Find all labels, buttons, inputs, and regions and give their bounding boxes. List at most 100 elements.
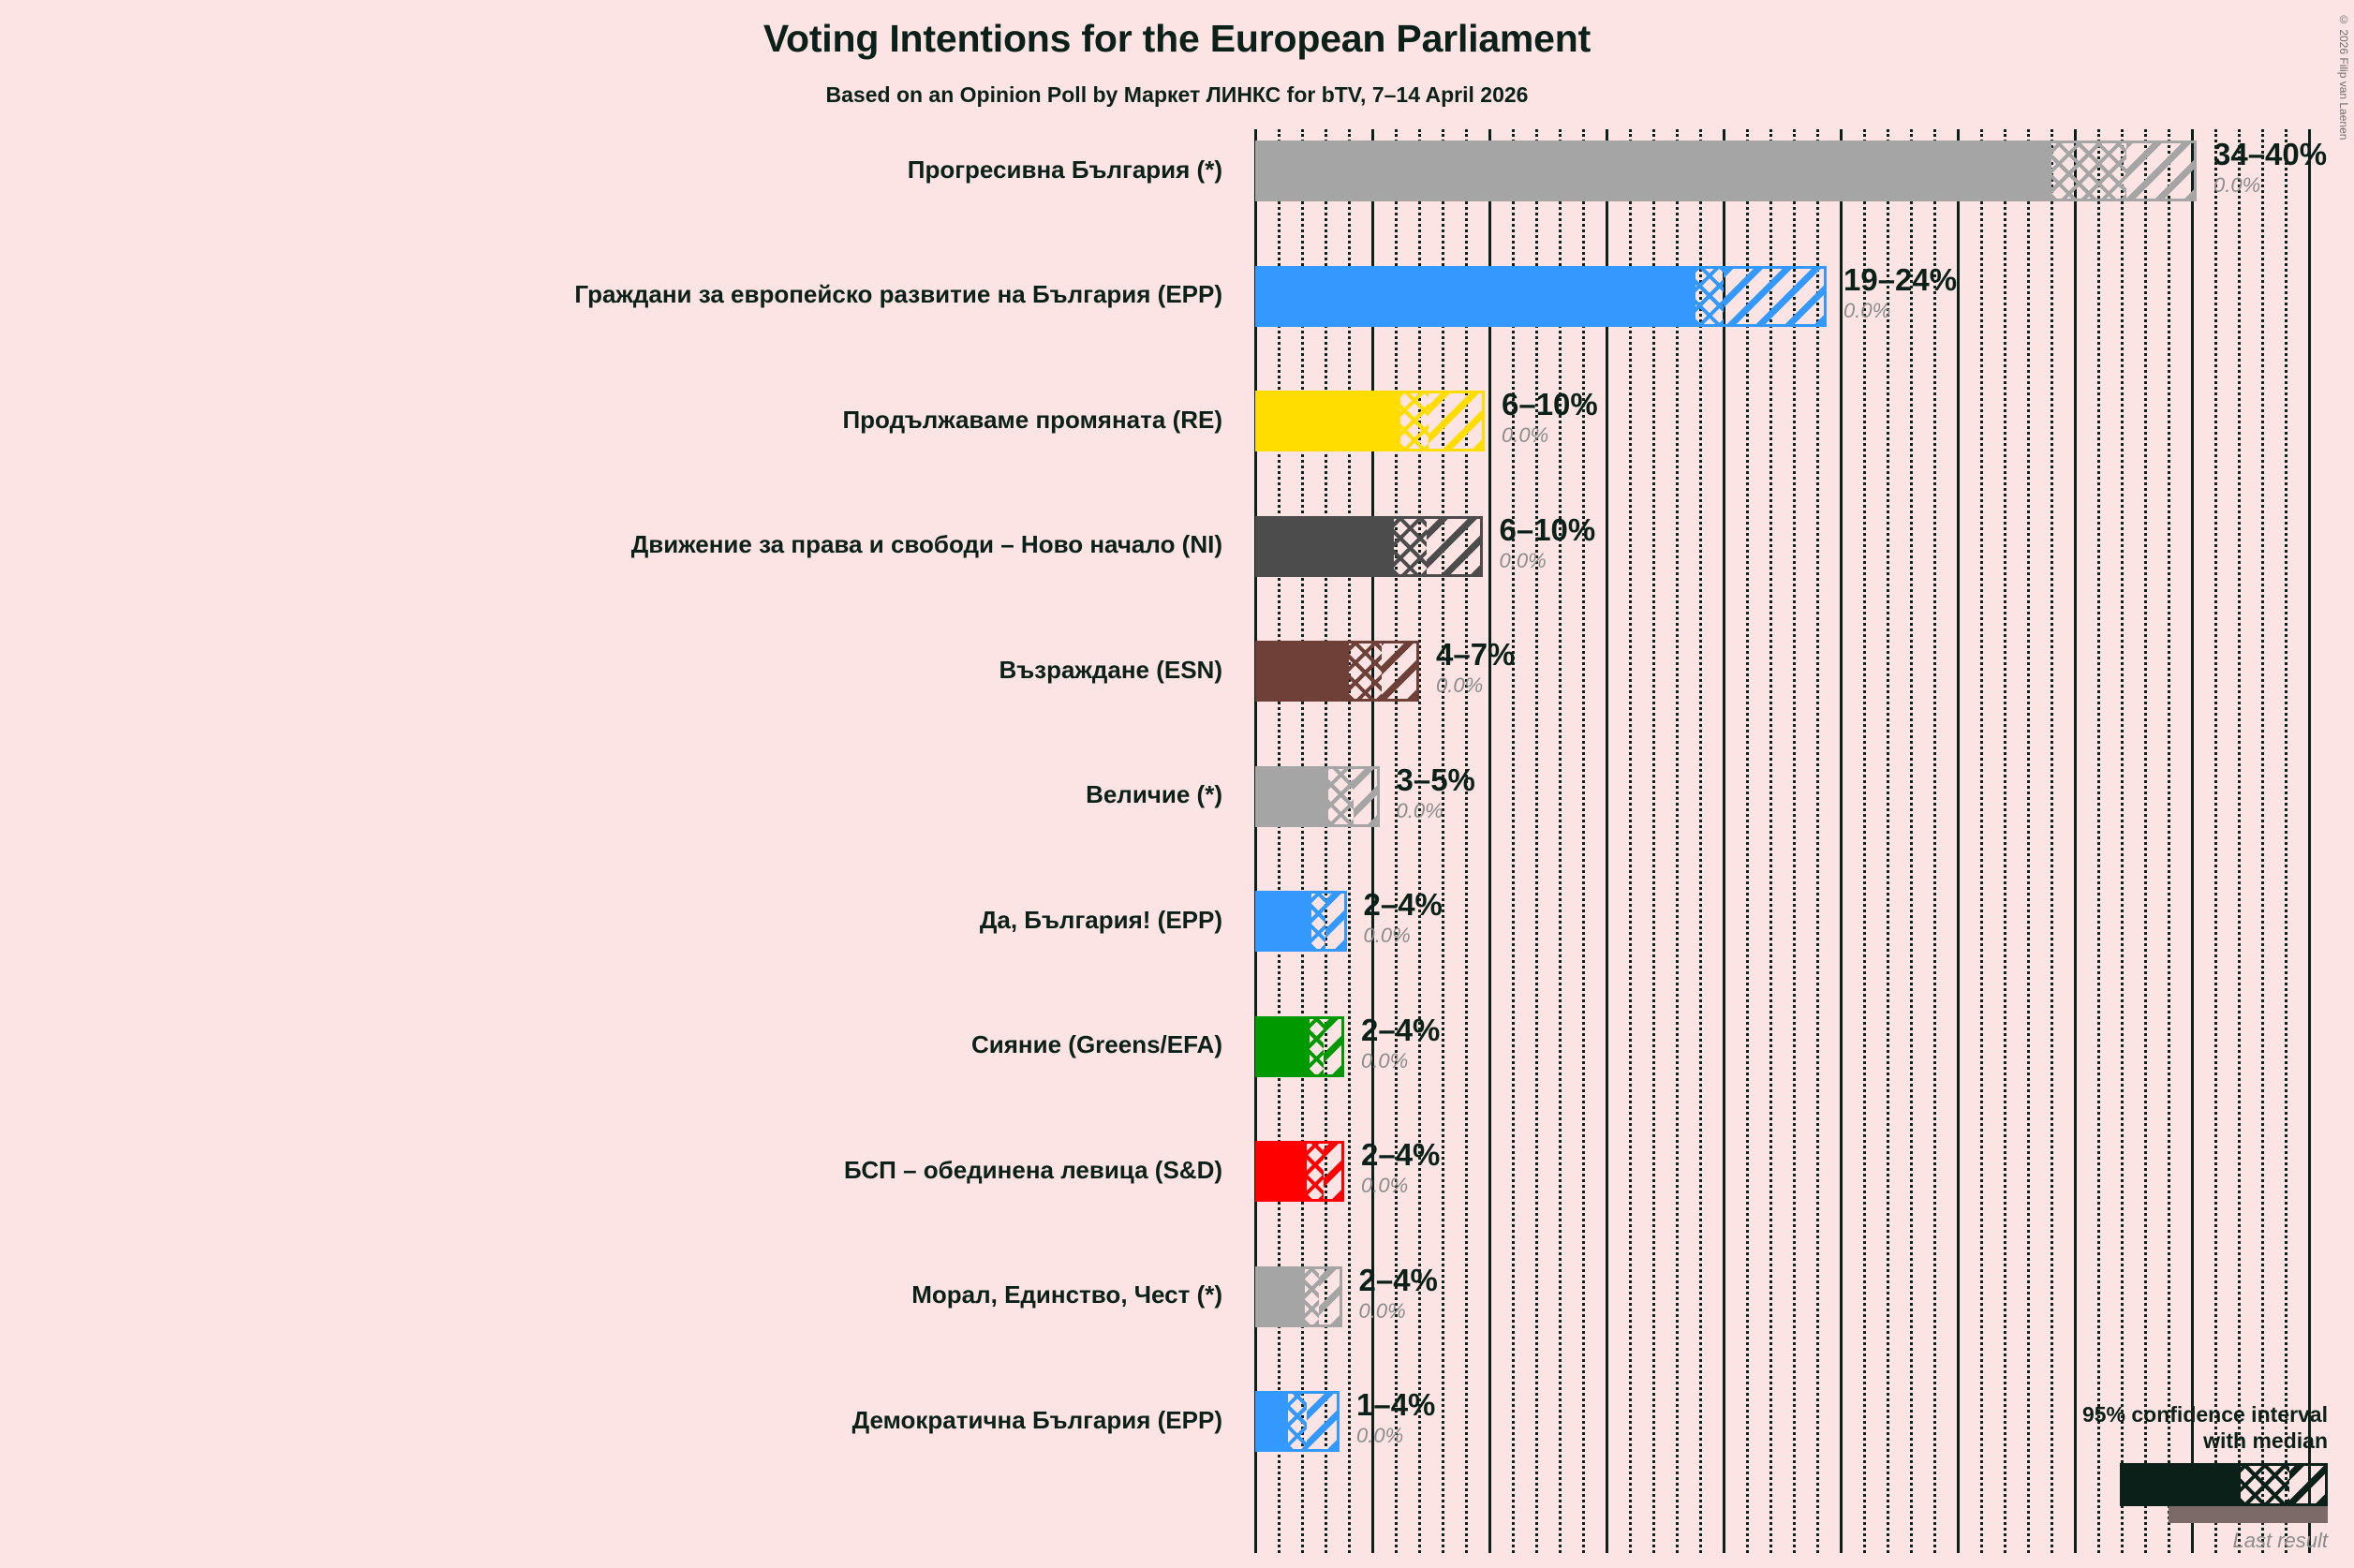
bar-segment-to-median — [1695, 268, 1724, 324]
gridline-minor — [1910, 129, 1913, 1553]
bar-segment-lower-bound — [1258, 143, 2051, 199]
gridline-minor — [2027, 129, 2030, 1553]
gridline-minor — [1582, 129, 1585, 1553]
bar-segment-to-median — [1327, 768, 1354, 824]
bar-segment-to-median — [1288, 1394, 1307, 1449]
last-result-value: 0.0% — [1843, 298, 1891, 322]
legend-interval-bar — [2120, 1463, 2328, 1506]
gridline-minor — [1465, 129, 1468, 1553]
gridline-major — [1957, 129, 1960, 1553]
bar-segment-upper-bound — [1429, 393, 1482, 449]
confidence-interval-value: 1–4% — [1356, 1387, 1436, 1422]
confidence-interval-bar — [1255, 891, 1347, 952]
gridline-minor — [1442, 129, 1444, 1553]
last-result-value: 0.0% — [1361, 1174, 1409, 1197]
gridline-minor — [2004, 129, 2006, 1553]
legend-title-line1: 95% confidence interval — [2081, 1401, 2328, 1427]
value-labels: 2–4% 0.0% — [1359, 1265, 1438, 1322]
gridline-minor — [2121, 129, 2124, 1553]
bar-segment-to-median — [1400, 393, 1429, 449]
bar-segment-lower-bound — [1258, 1268, 1305, 1324]
gridline-major — [2074, 129, 2077, 1553]
bar-segment-to-median — [1349, 643, 1382, 699]
bar-segment-upper-bound — [1724, 268, 1824, 324]
chart-subtitle: Based on an Opinion Poll by Маркет ЛИНКС… — [825, 82, 1529, 107]
legend-title-line2: with median — [2203, 1427, 2328, 1453]
confidence-interval-bar — [1255, 391, 1485, 451]
confidence-interval-value: 19–24% — [1843, 261, 1958, 297]
bar-segment-lower-bound — [1258, 1394, 1288, 1449]
party-label: Сияние (Greens/EFA) — [970, 1030, 1222, 1058]
bar-segment-upper-bound — [2126, 143, 2194, 199]
gridline-major — [1254, 129, 1257, 1553]
confidence-interval-value: 2–4% — [1361, 1012, 1441, 1047]
bar-segment-upper-bound — [1323, 1018, 1341, 1074]
confidence-interval-bar — [1255, 1141, 1344, 1202]
bar-segment-lower-bound — [1258, 1018, 1310, 1074]
gridline-minor — [1816, 129, 1819, 1553]
bar-segment-lower-bound — [1258, 518, 1394, 574]
legend-last-result-label: Last result — [2232, 1529, 2329, 1552]
last-result-value: 0.0% — [1436, 673, 1484, 697]
last-result-value: 0.0% — [1502, 423, 1549, 447]
value-labels: 2–4% 0.0% — [1361, 1139, 1440, 1196]
page-title: Voting Intentions for the European Parli… — [762, 17, 1592, 60]
bar-segment-upper-bound — [1354, 768, 1377, 824]
gridline-minor — [1559, 129, 1562, 1553]
party-label: Да, България! (EPP) — [979, 905, 1222, 934]
last-result-value: 0.0% — [1363, 924, 1411, 947]
value-labels: 6–10% 0.0% — [1500, 514, 1596, 571]
last-result-value: 0.0% — [1499, 548, 1547, 572]
gridline-minor — [1395, 129, 1398, 1553]
bar-row: Движение за права и свободи – Ново начал… — [631, 514, 2323, 577]
confidence-interval-value: 2–4% — [1361, 1137, 1441, 1172]
party-label: Граждани за европейско развитие на Бълга… — [574, 280, 1222, 308]
legend: 95% confidence interval with median Last… — [1991, 1401, 2328, 1553]
confidence-interval-bar — [1255, 515, 1483, 577]
gridline-minor — [2261, 129, 2264, 1553]
gridline-minor — [1933, 129, 1936, 1553]
value-labels: 2–4% 0.0% — [1364, 889, 1443, 946]
bar-segment-upper-bound — [1318, 1268, 1340, 1324]
copyright-notice: © 2026 Filip van Laenen — [2337, 13, 2350, 141]
gridline-major — [1840, 129, 1843, 1553]
confidence-interval-bar — [1255, 765, 1380, 827]
party-label: Движение за права и свободи – Ново начал… — [630, 530, 1222, 558]
bar-segment-to-median — [1393, 518, 1427, 574]
value-labels: 4–7% 0.0% — [1436, 639, 1515, 696]
bar-row: Демократична България (EPP) 1–4% 0.0% — [852, 1389, 2323, 1452]
value-labels: 1–4% 0.0% — [1356, 1389, 1435, 1446]
party-label: Демократична България (EPP) — [851, 1405, 1222, 1434]
party-label: Величие (*) — [1086, 780, 1222, 808]
gridline-minor — [1746, 129, 1749, 1553]
gridline-minor — [1652, 129, 1655, 1553]
bar-segment-to-median — [1311, 894, 1325, 949]
bar-segment-lower-bound — [1258, 768, 1328, 824]
gridline-minor — [1348, 129, 1351, 1553]
bar-segment-upper-bound — [1426, 518, 1480, 574]
bar-segment-upper-bound — [1323, 1144, 1341, 1199]
last-result-value: 0.0% — [1396, 798, 1443, 822]
confidence-interval-bar — [1255, 641, 1419, 702]
gridline-minor — [1769, 129, 1772, 1553]
gridline-minor — [1512, 129, 1515, 1553]
confidence-interval-value: 34–40% — [2213, 137, 2328, 171]
gridline-major — [1606, 129, 1608, 1553]
confidence-interval-bar — [1255, 1015, 1344, 1077]
value-labels: 6–10% 0.0% — [1502, 389, 1598, 446]
gridline-major — [1723, 129, 1725, 1553]
bar-segment-upper-bound — [1382, 643, 1416, 699]
bar-segment-lower-bound — [1258, 1144, 1307, 1199]
party-label: Продължаваме промяната (RE) — [842, 405, 1222, 434]
gridline-minor — [2168, 129, 2170, 1553]
confidence-interval-bar — [1255, 1391, 1340, 1452]
bar-row: Граждани за европейско развитие на Бълга… — [574, 261, 2323, 327]
legend-title: 95% confidence interval with median — [1991, 1401, 2328, 1454]
gridline-major — [2308, 129, 2311, 1553]
bar-row: Продължаваме промяната (RE) 6–10% 0.0% — [842, 389, 2323, 451]
gridline-minor — [2238, 129, 2241, 1553]
bar-segment-to-median — [1307, 1144, 1324, 1199]
confidence-interval-value: 4–7% — [1436, 637, 1516, 672]
gridline-minor — [1699, 129, 1702, 1553]
